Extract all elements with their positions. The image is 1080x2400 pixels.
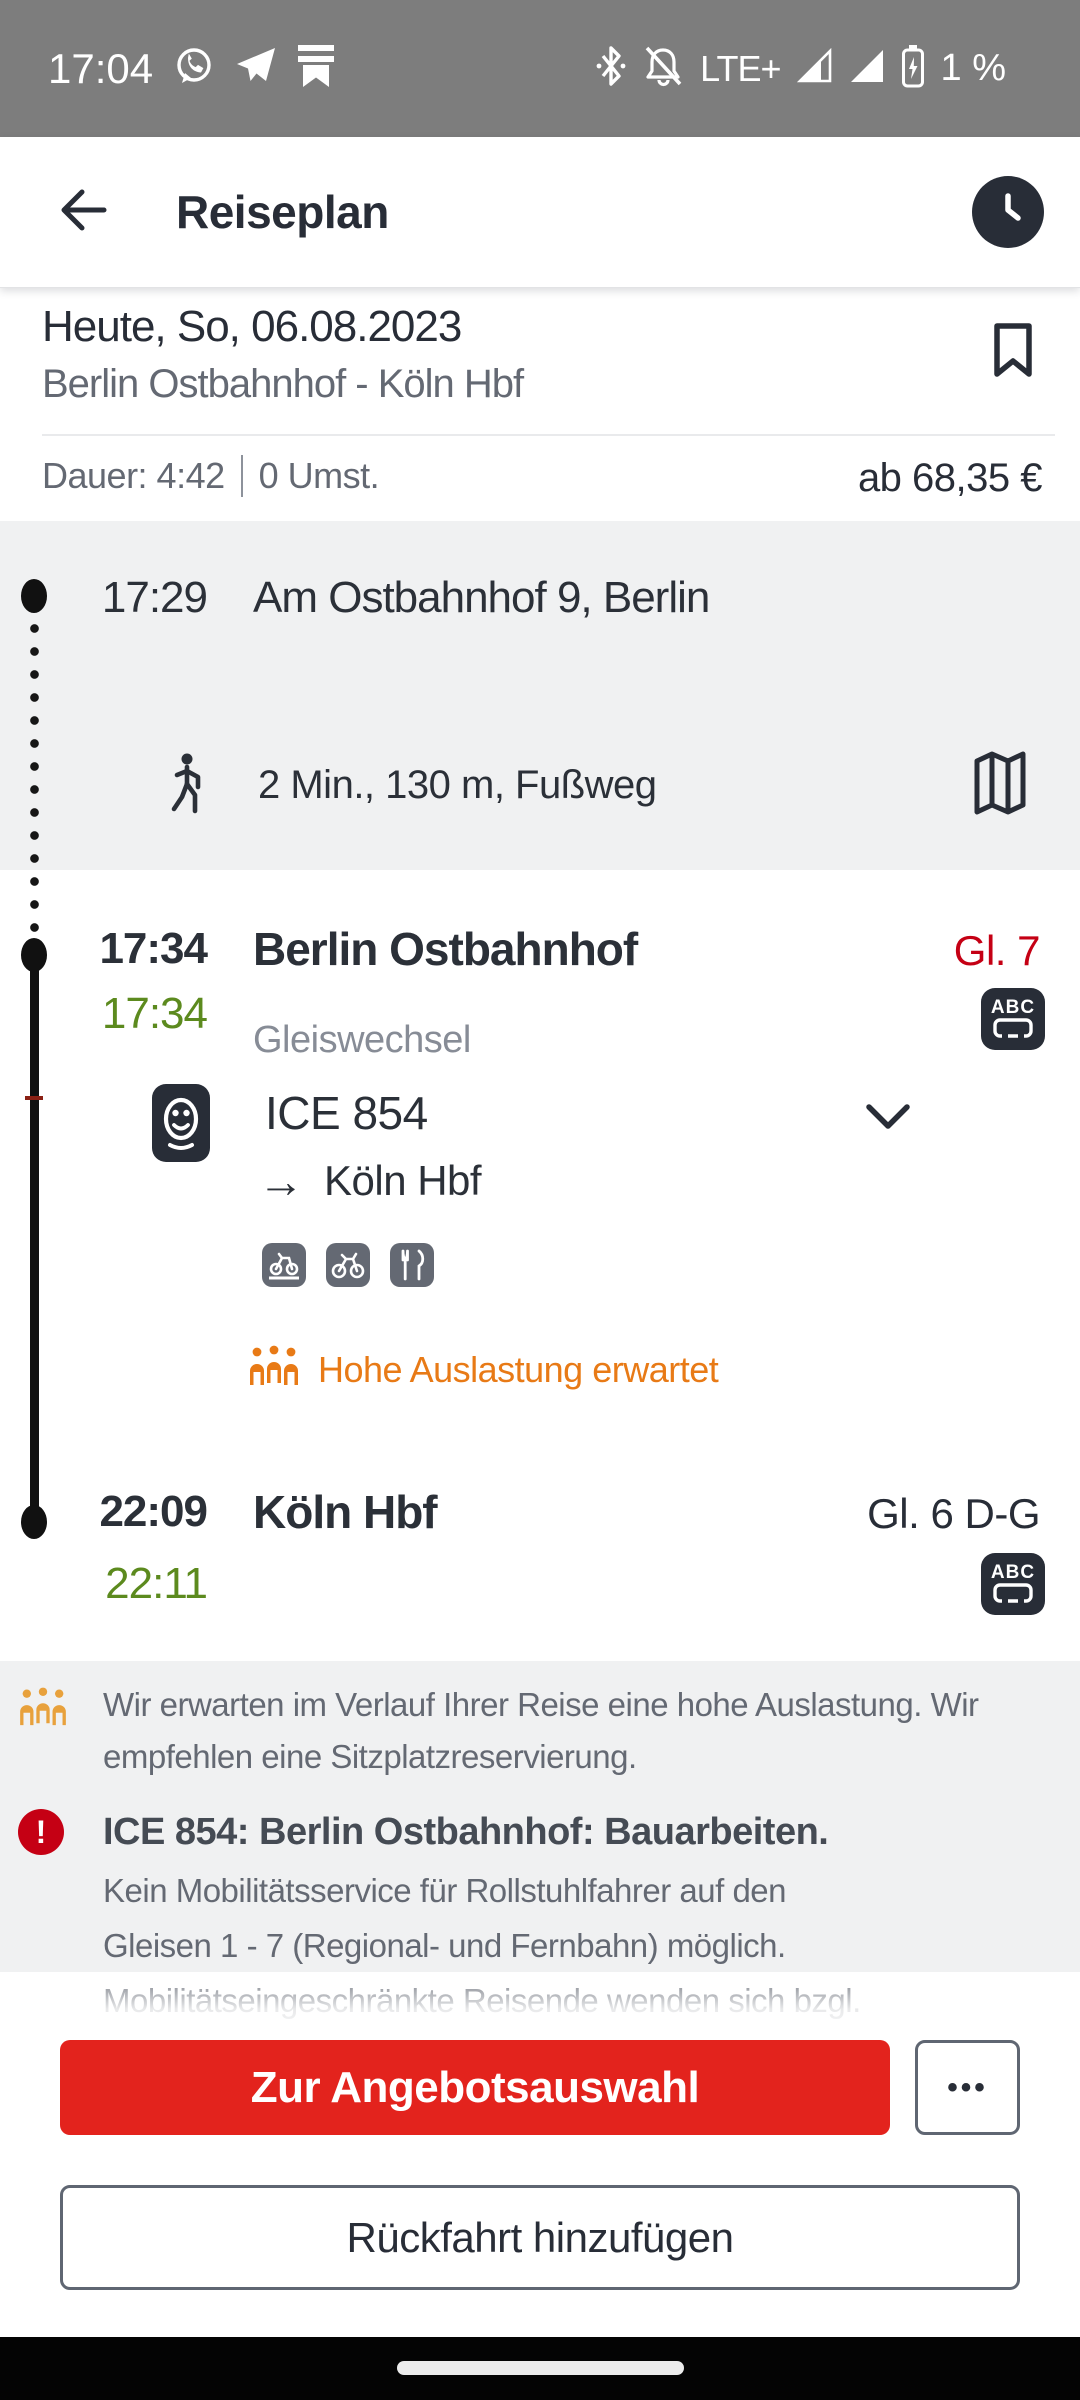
timeline-solid-segment (30, 955, 39, 1522)
price-label: ab 68,35 € (857, 456, 1043, 500)
wagon-icon (993, 1583, 1033, 1604)
train-icon (152, 1084, 210, 1162)
status-bar: 17:04 LTE+ (0, 0, 1080, 137)
app-header: Reiseplan (0, 137, 1080, 288)
more-options-icon: ••• (947, 2070, 988, 2104)
add-return-trip-button[interactable]: Rückfahrt hinzufügen (60, 2185, 1020, 2290)
status-time: 17:04 (48, 44, 154, 92)
bookmark-icon (990, 323, 1036, 382)
messages-section-bg (0, 1661, 1080, 1972)
wagon-order-label: ABC (990, 1562, 1036, 1583)
departure-time: 17:34 (99, 924, 208, 973)
expand-train-details-button[interactable] (862, 1099, 914, 1139)
network-type-label: LTE+ (700, 47, 781, 89)
wagon-order-button-arrival[interactable]: ABC (981, 1553, 1045, 1615)
battery-percent-label: 1 % (940, 47, 1006, 89)
trip-date: Heute, So, 06.08.2023 (42, 302, 462, 351)
map-icon (973, 751, 1027, 819)
bookmark-list-icon (297, 45, 335, 92)
train-destination: Köln Hbf (324, 1157, 482, 1204)
occupancy-icon (248, 1345, 300, 1387)
departure-time-button[interactable] (972, 176, 1044, 248)
timeline-dotted-segment (30, 617, 39, 939)
occupancy-note: Hohe Auslastung erwartet (318, 1349, 719, 1390)
origin-name: Am Ostbahnhof 9, Berlin (253, 573, 710, 622)
back-arrow-icon (58, 188, 108, 237)
wagon-order-button-departure[interactable]: ABC (981, 988, 1045, 1050)
timeline-dot-arrival (21, 1505, 47, 1539)
origin-time: 17:29 (101, 573, 208, 622)
bookmark-button[interactable] (990, 322, 1042, 384)
timeline-red-tick (25, 1096, 43, 1100)
arrival-platform: Gl. 6 D-G (867, 1490, 1040, 1537)
clock-icon (986, 188, 1030, 237)
signal-strength-icon-sim1 (796, 47, 833, 89)
departure-station: Berlin Ostbahnhof (253, 923, 638, 975)
train-section-bg (0, 870, 1080, 1661)
action-footer: Zur Angebotsauswahl ••• Rückfahrt hinzuf… (0, 1971, 1080, 2337)
notifications-off-icon (642, 45, 684, 92)
duration-transfers: Dauer: 4:42 0 Umst. (42, 448, 380, 504)
trip-summary-card: Heute, So, 06.08.2023 Berlin Ostbahnhof … (0, 288, 1080, 521)
disruption-alert-icon: ! (18, 1809, 64, 1855)
departure-expected-time: 17:34 (101, 989, 208, 1038)
telegram-icon (235, 47, 277, 90)
departure-platform: Gl. 7 (953, 927, 1041, 974)
page-title: Reiseplan (176, 186, 389, 238)
bicycle-reservation-icon (262, 1243, 306, 1287)
wagon-order-label: ABC (990, 997, 1036, 1018)
trip-route: Berlin Ostbahnhof - Köln Hbf (42, 362, 524, 406)
bicycle-icon (326, 1243, 370, 1287)
timeline-dot-origin (21, 579, 47, 613)
train-name: ICE 854 (265, 1087, 428, 1139)
battery-charging-icon (901, 44, 925, 93)
arrival-expected-time: 22:11 (105, 1559, 208, 1608)
map-button[interactable] (973, 751, 1027, 815)
chevron-down-icon (866, 1103, 910, 1135)
more-options-button[interactable]: ••• (915, 2040, 1020, 2135)
signal-strength-icon-sim2 (849, 48, 885, 89)
offer-selection-button[interactable]: Zur Angebotsauswahl (60, 2040, 890, 2135)
walk-description[interactable]: 2 Min., 130 m, Fußweg (258, 763, 657, 807)
vertical-divider (240, 455, 243, 497)
walk-section-bg (0, 521, 1080, 870)
occupancy-warning-icon (18, 1687, 68, 1727)
arrow-right-icon: → (258, 1155, 304, 1207)
system-navigation-bar (0, 2337, 1080, 2400)
restaurant-icon (390, 1243, 434, 1287)
arrival-time: 22:09 (99, 1487, 208, 1536)
wagon-icon (993, 1018, 1033, 1039)
summary-divider (42, 434, 1055, 436)
train-destination-row: → Köln Hbf (258, 1154, 482, 1208)
back-button[interactable] (38, 167, 128, 257)
gesture-handle[interactable] (397, 2361, 684, 2375)
journey-timeline: 17:29 Am Ostbahnhof 9, Berlin 2 Min., 13… (0, 521, 1080, 2019)
platform-change-note: Gleiswechsel (253, 1019, 471, 1061)
disruption-title: ICE 854: Berlin Ostbahnhof: Bauarbeiten. (103, 1811, 829, 1853)
walk-icon (165, 751, 209, 815)
whatsapp-icon (173, 45, 215, 92)
occupancy-message: Wir erwarten im Verlauf Ihrer Reise eine… (103, 1686, 979, 1775)
duration-label: Dauer: 4:42 (42, 455, 225, 496)
train-amenities (262, 1243, 434, 1287)
arrival-station: Köln Hbf (253, 1486, 438, 1538)
bluetooth-icon (596, 45, 626, 92)
transfers-label: 0 Umst. (258, 455, 380, 496)
